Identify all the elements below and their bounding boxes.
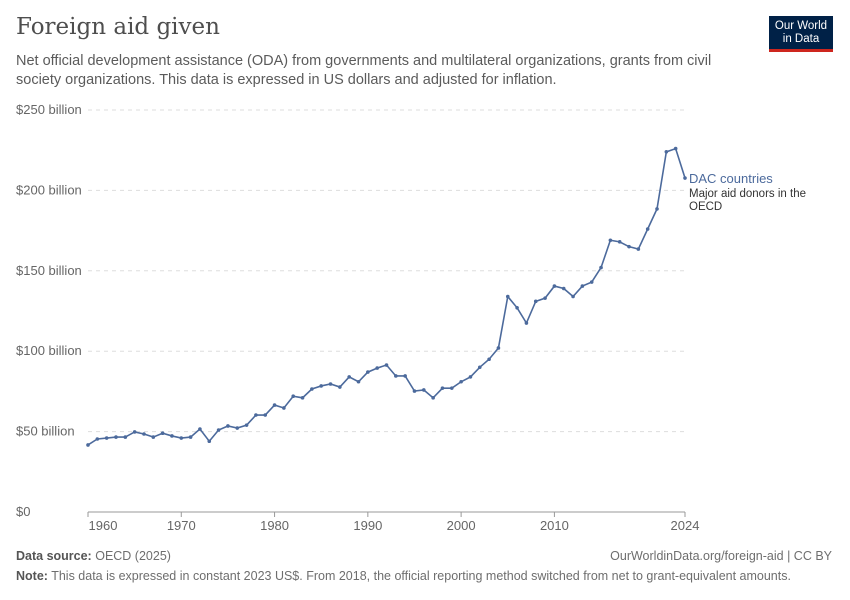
data-point (300, 396, 305, 400)
data-point (608, 238, 613, 243)
data-point (552, 284, 557, 288)
logo-line1: Our World (774, 20, 828, 32)
data-point (655, 207, 659, 211)
x-tick-label: 1990 (353, 518, 382, 533)
note-text: This data is expressed in constant 2023 … (51, 569, 791, 583)
data-point (505, 294, 510, 299)
data-point (272, 403, 277, 407)
data-point (310, 387, 314, 391)
data-point (207, 439, 212, 444)
y-tick-label: $50 billion (16, 424, 75, 439)
data-point (198, 427, 202, 431)
data-point (580, 284, 585, 288)
data-point (114, 435, 118, 439)
data-point (496, 346, 501, 350)
data-point (384, 363, 389, 367)
data-point (477, 365, 482, 370)
data-source: Data source: OECD (2025) (16, 549, 171, 563)
x-tick-label: 2024 (671, 518, 700, 533)
data-point (449, 386, 454, 390)
data-point (104, 436, 109, 440)
data-point (599, 265, 603, 270)
data-point (235, 426, 240, 430)
data-point (412, 389, 417, 393)
data-point (132, 430, 137, 434)
data-point (347, 375, 351, 379)
source-label: Data source: (16, 549, 92, 563)
data-point (226, 424, 230, 428)
y-tick-label: $250 billion (16, 102, 82, 117)
data-point (375, 366, 379, 370)
y-tick-label: $0 (16, 504, 30, 519)
data-point (645, 227, 650, 231)
data-point (515, 305, 519, 310)
data-point (403, 374, 407, 378)
data-point (291, 394, 296, 399)
data-point (170, 434, 174, 438)
data-point (263, 413, 268, 417)
data-point (617, 240, 622, 244)
data-point (571, 294, 575, 299)
y-tick-label: $200 billion (16, 182, 82, 197)
data-point (524, 321, 529, 325)
data-point (151, 435, 156, 439)
data-point (160, 431, 165, 436)
data-point (533, 299, 538, 304)
data-point (543, 296, 547, 300)
data-point (319, 384, 324, 388)
data-point (338, 385, 342, 389)
data-point (216, 428, 221, 432)
x-tick-label: 2000 (447, 518, 476, 533)
y-tick-label: $100 billion (16, 343, 82, 358)
x-tick-label: 1960 (89, 518, 118, 533)
data-point (366, 370, 370, 374)
series-line (87, 147, 686, 446)
data-point (95, 437, 100, 441)
data-point (468, 375, 473, 379)
x-tick-label: 1970 (167, 518, 196, 533)
data-point (328, 382, 333, 386)
data-point (123, 435, 128, 439)
note-label: Note: (16, 569, 48, 583)
data-point (683, 176, 687, 180)
chart-title: Foreign aid given (16, 14, 220, 40)
data-point (394, 374, 398, 378)
source-value[interactable]: OECD (2025) (95, 549, 171, 563)
data-point (422, 388, 426, 392)
logo-line2: in Data (782, 33, 820, 45)
series-description: Major aid donors in the OECD (689, 188, 806, 213)
data-point (673, 146, 678, 151)
data-point (254, 413, 258, 417)
series-label: DAC countries (689, 171, 773, 186)
chart-note: Note: This data is expressed in constant… (16, 569, 791, 583)
data-point (356, 379, 361, 384)
data-point (664, 150, 669, 154)
owid-logo[interactable]: Our World in Data (769, 16, 833, 52)
data-point (561, 286, 566, 291)
source-url[interactable]: OurWorldinData.org/foreign-aid | CC BY (610, 549, 832, 563)
x-tick-label: 2010 (540, 518, 569, 533)
data-point (179, 436, 184, 440)
data-point (282, 406, 286, 410)
data-point (636, 247, 641, 251)
x-tick-label: 1980 (260, 518, 289, 533)
data-point (487, 357, 491, 362)
chart-subtitle: Net official development assistance (ODA… (16, 53, 712, 88)
data-point (431, 396, 435, 400)
data-point (244, 423, 249, 427)
y-tick-label: $150 billion (16, 263, 82, 278)
data-point (142, 432, 146, 436)
data-point (627, 244, 631, 249)
data-point (589, 280, 594, 284)
data-point (188, 435, 193, 439)
data-point (86, 443, 90, 447)
data-point (459, 379, 463, 384)
data-point (440, 386, 445, 390)
